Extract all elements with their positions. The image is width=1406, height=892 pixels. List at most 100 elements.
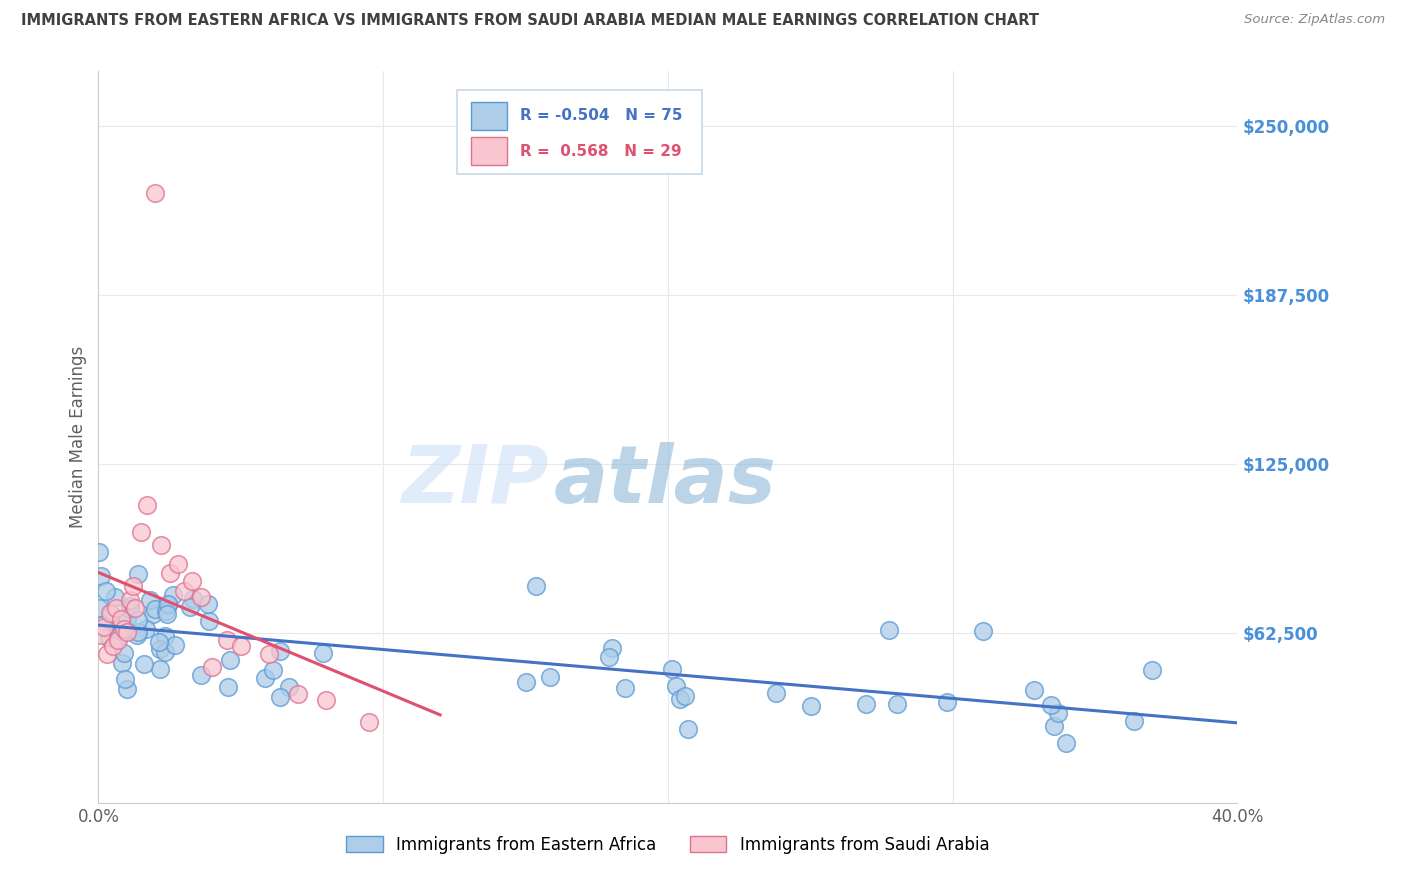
Point: [87, 600, 110, 615]
Point: [936, 695, 959, 709]
Point: [165, 638, 187, 652]
Point: [277, 680, 299, 694]
Point: [879, 623, 901, 637]
Point: [357, 714, 380, 729]
Point: [110, 611, 132, 625]
Text: atlas: atlas: [554, 442, 776, 520]
Text: R = -0.504   N = 75: R = -0.504 N = 75: [520, 109, 682, 123]
Point: [201, 660, 224, 674]
Point: [149, 662, 172, 676]
Point: [120, 599, 142, 613]
Point: [162, 588, 184, 602]
Point: [153, 630, 176, 644]
Point: [135, 623, 157, 637]
Point: [855, 698, 877, 712]
Text: ZIP: ZIP: [401, 442, 548, 520]
Point: [103, 590, 125, 604]
Text: IMMIGRANTS FROM EASTERN AFRICA VS IMMIGRANTS FROM SAUDI ARABIA MEDIAN MALE EARNI: IMMIGRANTS FROM EASTERN AFRICA VS IMMIGR…: [21, 13, 1039, 29]
Point: [155, 604, 177, 618]
Y-axis label: Median Male Earnings: Median Male Earnings: [69, 346, 87, 528]
Point: [118, 592, 141, 607]
Point: [156, 607, 179, 621]
Point: [219, 652, 242, 666]
Point: [262, 663, 284, 677]
Point: [259, 647, 281, 661]
Point: [94, 583, 117, 598]
Point: [139, 593, 162, 607]
Point: [107, 633, 129, 648]
Point: [93, 620, 115, 634]
Point: [179, 599, 201, 614]
Point: [1024, 682, 1046, 697]
Point: [215, 633, 238, 648]
Point: [90, 569, 112, 583]
Point: [101, 639, 124, 653]
Point: [600, 641, 623, 656]
Point: [886, 697, 908, 711]
Point: [134, 657, 156, 672]
Point: [108, 629, 131, 643]
Point: [598, 650, 620, 665]
Point: [254, 671, 277, 685]
Point: [800, 698, 823, 713]
Point: [127, 624, 149, 639]
Point: [148, 635, 170, 649]
Point: [190, 668, 212, 682]
Point: [111, 624, 134, 638]
Point: [1043, 719, 1066, 733]
Point: [112, 623, 135, 637]
Point: [90, 628, 112, 642]
Point: [197, 614, 219, 628]
Text: Source: ZipAtlas.com: Source: ZipAtlas.com: [1244, 13, 1385, 27]
Point: [150, 538, 173, 552]
Point: [129, 524, 152, 539]
Point: [669, 692, 692, 706]
Point: [118, 601, 141, 615]
Point: [153, 645, 176, 659]
Point: [159, 566, 181, 580]
Point: [135, 498, 157, 512]
Point: [117, 681, 139, 696]
Point: [91, 618, 114, 632]
Point: [127, 613, 149, 627]
Point: [100, 607, 122, 621]
Point: [217, 680, 239, 694]
FancyBboxPatch shape: [457, 90, 702, 174]
Point: [127, 566, 149, 581]
Point: [269, 643, 291, 657]
Point: [142, 607, 165, 621]
Point: [149, 641, 172, 656]
Point: [1054, 736, 1077, 750]
Point: [673, 689, 696, 703]
Point: [661, 662, 683, 676]
Point: [315, 693, 337, 707]
Point: [98, 606, 121, 620]
Point: [121, 579, 143, 593]
Point: [1140, 663, 1163, 677]
Point: [1046, 706, 1069, 721]
FancyBboxPatch shape: [471, 137, 508, 165]
Point: [524, 579, 547, 593]
Point: [312, 646, 335, 660]
Point: [229, 639, 252, 653]
Point: [678, 723, 700, 737]
Point: [115, 625, 138, 640]
Point: [183, 592, 205, 607]
Point: [173, 584, 195, 599]
Point: [112, 646, 135, 660]
Point: [287, 688, 309, 702]
Point: [181, 574, 204, 588]
Point: [145, 186, 167, 201]
Point: [765, 686, 787, 700]
Point: [972, 624, 994, 639]
Point: [1040, 698, 1063, 713]
Point: [98, 631, 121, 645]
FancyBboxPatch shape: [471, 102, 508, 130]
Point: [515, 675, 537, 690]
Text: R =  0.568   N = 29: R = 0.568 N = 29: [520, 145, 682, 160]
Point: [96, 647, 118, 661]
Point: [1122, 714, 1144, 729]
Point: [538, 670, 561, 684]
Point: [197, 597, 219, 611]
Point: [117, 611, 139, 625]
